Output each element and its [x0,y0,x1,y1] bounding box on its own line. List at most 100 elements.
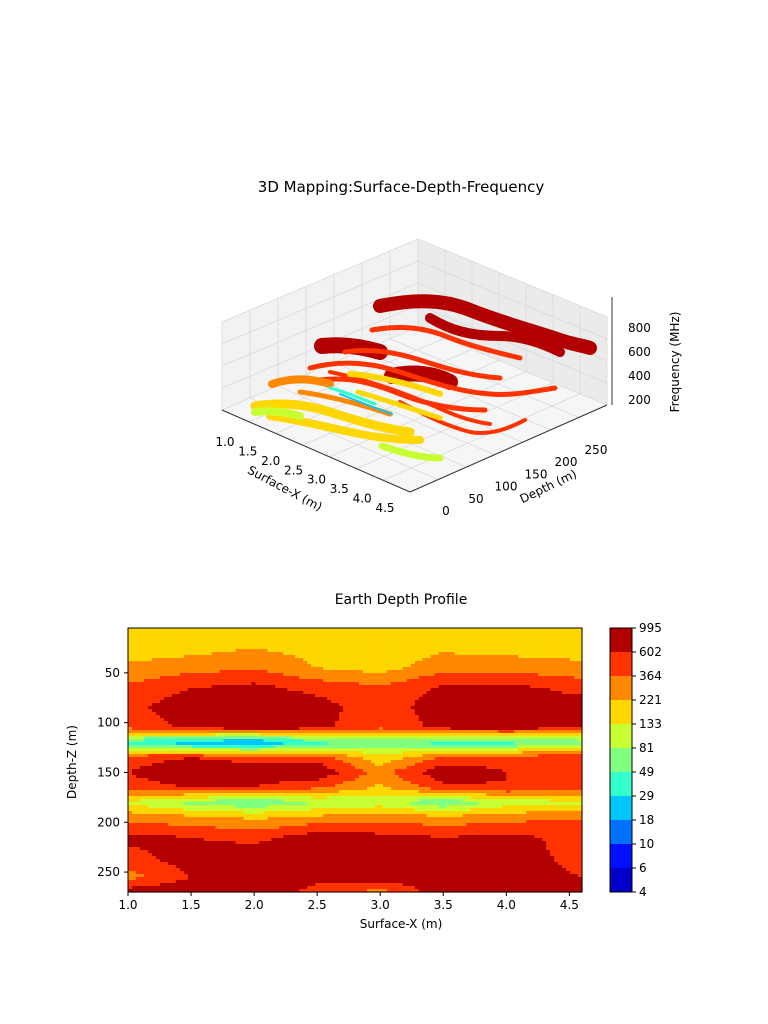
chart2-cell [343,727,348,731]
chart2-cell [430,703,436,707]
chart2-cell [247,658,253,662]
chart2-cell [566,631,571,635]
chart2-cell [287,637,292,641]
chart2-cell [247,670,253,674]
chart2-cell [215,661,221,665]
chart2-cell [287,679,292,683]
chart2-cell [378,736,384,740]
chart2-cell [179,685,185,689]
chart2-cell [315,691,320,695]
chart2-cell [255,646,261,650]
chart2-cell [155,670,161,674]
chart1-y-tick: 250 [585,443,608,457]
chart2-cell [402,688,408,692]
chart2-cell [514,664,519,668]
chart2-cell [450,661,456,665]
chart2-cell [227,709,233,713]
chart1-x-tick: 4.5 [375,501,394,515]
chart2-cell [518,712,523,716]
chart2-cell [538,721,543,725]
chart2-cell [319,628,324,632]
chart2-cell [574,697,579,701]
chart2-cell [470,646,476,650]
chart2-cell [207,727,213,731]
chart2-cell [542,676,547,680]
chart2-cell [574,742,579,746]
chart2-cell [474,724,480,728]
chart2-cell [558,712,563,716]
chart2-cell [179,718,185,722]
chart2-cell [203,727,209,731]
chart2-cell [255,718,261,722]
chart2-cell [578,727,583,731]
chart2-cell [490,640,495,644]
chart2-cell [311,667,316,671]
chart2-cell [534,754,539,758]
chart2-cell [454,667,460,671]
chart2-cell [446,748,452,752]
chart2-cell [147,637,153,641]
chart1-x-tick: 1.0 [215,435,234,449]
chart2-cell [458,658,464,662]
chart2-cell [358,733,364,737]
chart2-cell [295,694,300,698]
chart2-cell [171,721,177,725]
chart2-cell [546,670,551,674]
chart2-cell [426,706,432,710]
chart2-cell [247,709,253,713]
chart2-cell [327,640,332,644]
chart2-cell [271,730,276,734]
chart2-cell [231,667,237,671]
chart2-cell [163,649,169,653]
chart2-cell [390,742,396,746]
chart2-cell [259,664,264,668]
chart2-cell [183,661,189,665]
chart2-cell [438,676,444,680]
chart2-cell [522,724,527,728]
chart2-cell [339,664,344,668]
chart2-cell [566,745,571,749]
chart2-cell [163,727,169,731]
chart2-cell [494,634,499,638]
chart2-cell [303,721,308,725]
chart2-cell [259,679,264,683]
chart2-cell [163,700,169,704]
chart2-cell [255,724,261,728]
chart2-cell [466,637,472,641]
chart2-cell [398,700,404,704]
chart2-cell [490,664,495,668]
chart2-cell [430,730,436,734]
chart2-cell [351,706,356,710]
chart2-cell [331,673,336,677]
chart2-cell [187,730,193,734]
chart2-cell [287,646,292,650]
chart2-cell [578,631,583,635]
chart2-cell [494,715,499,719]
chart2-cell [430,637,436,641]
chart2-cell [251,658,257,662]
chart2-cell [331,667,336,671]
chart2-cell [271,694,276,698]
chart2-cell [482,742,488,746]
chart2-cell [219,754,225,758]
chart2-cell [542,748,547,752]
chart2-cell [299,724,304,728]
chart2-cell [566,664,571,668]
chart2-cell [167,703,173,707]
chart2-cell [215,673,221,677]
chart2-cell [219,736,225,740]
chart2-cell [510,661,515,665]
chart2-cell [343,742,348,746]
chart2-cell [195,718,201,722]
chart2-cell [155,631,161,635]
chart2-cell [275,748,280,752]
chart2-cell [135,754,141,758]
chart2-cell [474,736,480,740]
chart2-cell [466,739,472,743]
chart2-cell [546,727,551,731]
chart2-cell [307,655,312,659]
chart2-cell [502,691,507,695]
chart2-cell [502,739,507,743]
chart2-cell [247,727,253,731]
chart2-cell [438,661,444,665]
